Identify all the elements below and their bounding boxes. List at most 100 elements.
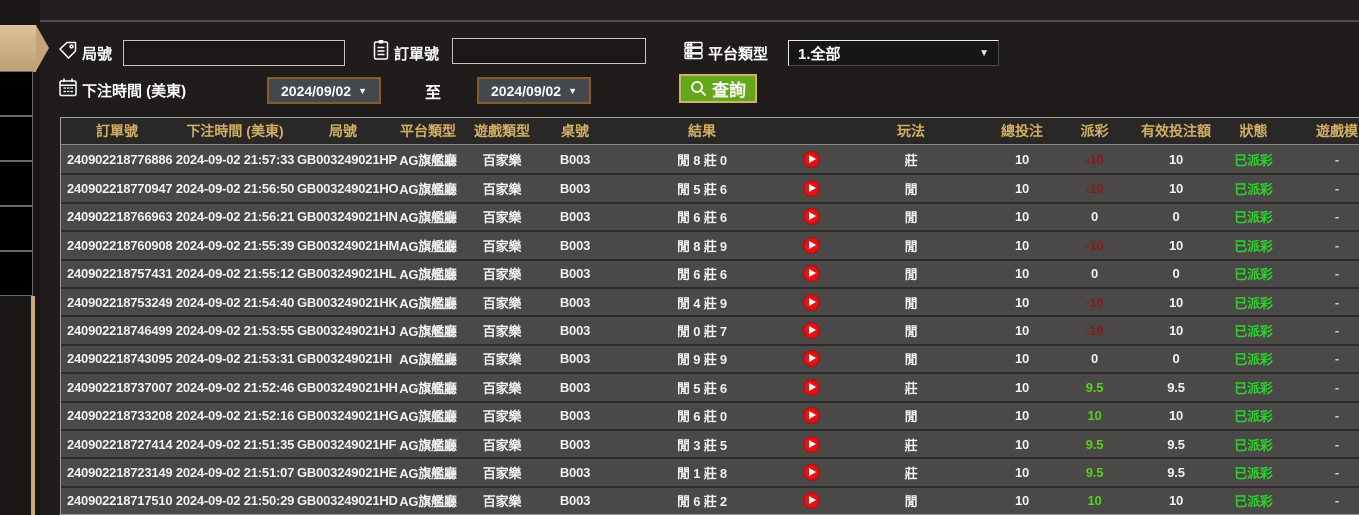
cell-round-number: GB003249021HD <box>297 493 398 509</box>
play-icon[interactable] <box>791 350 831 368</box>
platform-type-select[interactable]: 1.全部 ▼ <box>788 40 999 66</box>
cell-payout: -10 <box>1085 151 1104 167</box>
play-icon[interactable] <box>791 378 831 396</box>
play-icon[interactable] <box>791 293 831 311</box>
play-icon[interactable] <box>802 180 820 198</box>
play-icon[interactable] <box>802 293 820 311</box>
cell-valid-bet: 10 <box>1168 181 1184 197</box>
cell-order-number: 240902218737007 <box>67 379 173 395</box>
header-order-number: 訂單號 <box>96 123 138 139</box>
caret-down-icon: ▼ <box>358 85 367 96</box>
play-icon[interactable] <box>791 492 831 510</box>
play-icon[interactable] <box>791 265 831 283</box>
cell-total-bet: 10 <box>1014 493 1030 509</box>
play-icon[interactable] <box>791 463 831 481</box>
cell-bet-time: 2024-09-02 21:52:46 <box>175 379 295 395</box>
play-icon[interactable] <box>802 492 820 510</box>
cell-status: 已派彩 <box>1234 494 1273 510</box>
cell-status: 已派彩 <box>1234 380 1273 396</box>
sidebar-item[interactable] <box>0 116 33 161</box>
play-icon[interactable] <box>791 236 831 254</box>
play-icon[interactable] <box>791 180 831 198</box>
cell-game-type: 百家樂 <box>482 409 522 425</box>
cell-platform-type: AG旗艦廳 <box>399 324 457 340</box>
cell-total-bet: 10 <box>1014 209 1030 225</box>
header-result: 結果 <box>688 123 716 139</box>
play-icon[interactable] <box>791 322 831 340</box>
play-icon[interactable] <box>802 378 820 396</box>
cell-total-bet: 10 <box>1014 181 1030 197</box>
play-icon[interactable] <box>802 208 820 226</box>
cell-bet-time: 2024-09-02 21:57:33 <box>175 151 295 167</box>
cell-game-type: 百家樂 <box>482 152 522 168</box>
cell-payout: 0 <box>1090 209 1099 225</box>
cell-bet-time: 2024-09-02 21:56:50 <box>175 181 295 197</box>
cell-order-number: 240902218776886 <box>67 151 173 167</box>
play-icon[interactable] <box>802 350 820 368</box>
calendar-icon <box>58 77 78 98</box>
cell-game-type: 百家樂 <box>482 494 522 510</box>
cell-platform-type: AG旗艦廳 <box>399 409 457 425</box>
sidebar-item[interactable] <box>0 251 33 296</box>
date-from-picker[interactable]: 2024/09/02 ▼ <box>267 77 381 104</box>
play-icon[interactable] <box>791 208 831 226</box>
header-game-mode: 遊戲模 <box>1316 123 1358 139</box>
cell-platform-type: AG旗艦廳 <box>399 380 457 396</box>
play-icon[interactable] <box>802 435 820 453</box>
sidebar-active-tab[interactable] <box>0 25 49 72</box>
cell-valid-bet: 10 <box>1168 323 1184 339</box>
sidebar-item[interactable] <box>0 206 33 251</box>
cell-total-bet: 10 <box>1014 408 1030 424</box>
cell-play-type: 閒 <box>904 267 918 283</box>
cell-play-type: 閒 <box>904 352 918 368</box>
cell-payout: -10 <box>1085 181 1104 197</box>
cell-order-number: 240902218723149 <box>67 464 173 480</box>
caret-down-icon: ▼ <box>568 85 577 96</box>
table-row: 240902218727414 2024-09-02 21:51:35 GB0032… <box>61 428 1359 457</box>
cell-play-type: 閒 <box>904 210 918 226</box>
cell-bet-time: 2024-09-02 21:55:12 <box>175 266 295 282</box>
cell-table-number: B003 <box>559 266 591 282</box>
sidebar-item[interactable] <box>0 161 33 206</box>
play-icon[interactable] <box>802 463 820 481</box>
cell-bet-time: 2024-09-02 21:53:55 <box>175 323 295 339</box>
cell-total-bet: 10 <box>1014 266 1030 282</box>
cell-result: 閒 8 莊 9 <box>677 238 727 254</box>
play-icon[interactable] <box>802 407 820 425</box>
play-icon[interactable] <box>802 150 820 168</box>
sidebar-item[interactable]: 錄 <box>0 71 33 187</box>
cell-game-mode: - <box>1334 408 1340 424</box>
cell-platform-type: AG旗艦廳 <box>399 267 457 283</box>
cell-platform-type: AG旗艦廳 <box>399 238 457 254</box>
cell-total-bet: 10 <box>1014 351 1030 367</box>
play-icon[interactable] <box>791 407 831 425</box>
header-table-number: 桌號 <box>561 123 589 139</box>
cell-valid-bet: 10 <box>1168 493 1184 509</box>
header-play-type: 玩法 <box>897 123 925 139</box>
cell-round-number: GB003249021HO <box>297 181 399 197</box>
sidebar: 錄 <box>0 0 49 515</box>
cell-round-number: GB003249021HE <box>297 464 398 480</box>
search-button[interactable]: 查詢 <box>679 74 757 103</box>
round-number-input[interactable] <box>123 40 345 66</box>
header-total-bet: 總投注 <box>1001 123 1043 139</box>
order-number-input[interactable] <box>452 38 646 64</box>
tag-icon <box>58 41 78 61</box>
cell-round-number: GB003249021HF <box>297 436 397 452</box>
play-icon[interactable] <box>791 150 831 168</box>
cell-round-number: GB003249021HL <box>297 266 397 282</box>
cell-result: 閒 6 莊 6 <box>677 267 727 283</box>
cell-result: 閒 6 莊 0 <box>677 409 727 425</box>
play-icon[interactable] <box>791 435 831 453</box>
cell-table-number: B003 <box>559 237 591 253</box>
cell-play-type: 閒 <box>904 295 918 311</box>
cell-result: 閒 0 莊 7 <box>677 324 727 340</box>
play-icon[interactable] <box>802 236 820 254</box>
play-icon[interactable] <box>802 265 820 283</box>
table-header-row: 訂單號 下注時間 (美東) 局號 平台類型 遊戲類型 桌號 結果 玩法 總投注 派彩 有效投注額 狀態… <box>61 118 1359 145</box>
date-to-picker[interactable]: 2024/09/02 ▼ <box>477 77 591 104</box>
play-icon[interactable] <box>802 322 820 340</box>
cell-result: 閒 4 莊 9 <box>677 295 727 311</box>
cell-status: 已派彩 <box>1234 352 1273 368</box>
cell-valid-bet: 0 <box>1172 209 1180 225</box>
